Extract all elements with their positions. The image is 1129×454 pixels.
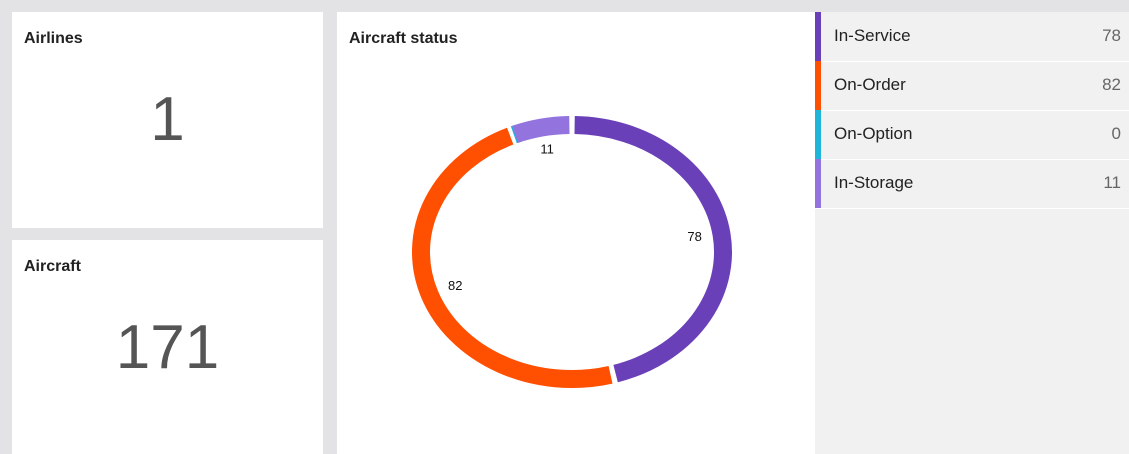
data-label: 11 [540,141,554,156]
legend-value: 0 [1111,124,1121,143]
card-title: Aircraft [24,258,81,275]
legend-swatch [815,159,821,208]
legend: In-Service 78 On-Order 82 On-Option 0 In-Stora… [815,12,1129,454]
chart: 78 82 11 [412,116,732,388]
airlines-card: Airlines 1 [12,12,323,228]
card-title: Airlines [24,30,83,47]
legend-item: On-Order 82 [815,61,1129,111]
aircraft-card: Aircraft 171 [12,240,323,454]
legend-value: 78 [1102,26,1121,45]
chart-title: Aircraft status [349,30,458,47]
legend-label: On-Option [834,124,913,143]
legend-label: In-Service [834,26,911,45]
card-value: 171 [115,313,220,382]
chart-card: Aircraft status 78 82 11 [337,12,815,454]
data-label: 78 [687,229,701,244]
donut-segment [412,127,613,388]
legend-item: On-Option 0 [815,110,1129,160]
legend-swatch [815,61,821,110]
legend-value: 82 [1102,75,1121,94]
legend-swatch [815,12,821,61]
data-label: 82 [448,278,462,293]
legend-value: 11 [1103,173,1121,192]
legend-item: In-Service 78 [815,12,1129,62]
card-value: 1 [150,85,185,154]
legend-label: On-Order [834,75,906,94]
legend-item: In-Storage 11 [815,159,1129,209]
legend-label: In-Storage [834,173,914,192]
legend-swatch [815,110,821,159]
donut-segment [512,116,570,143]
donut-segment [574,116,732,383]
